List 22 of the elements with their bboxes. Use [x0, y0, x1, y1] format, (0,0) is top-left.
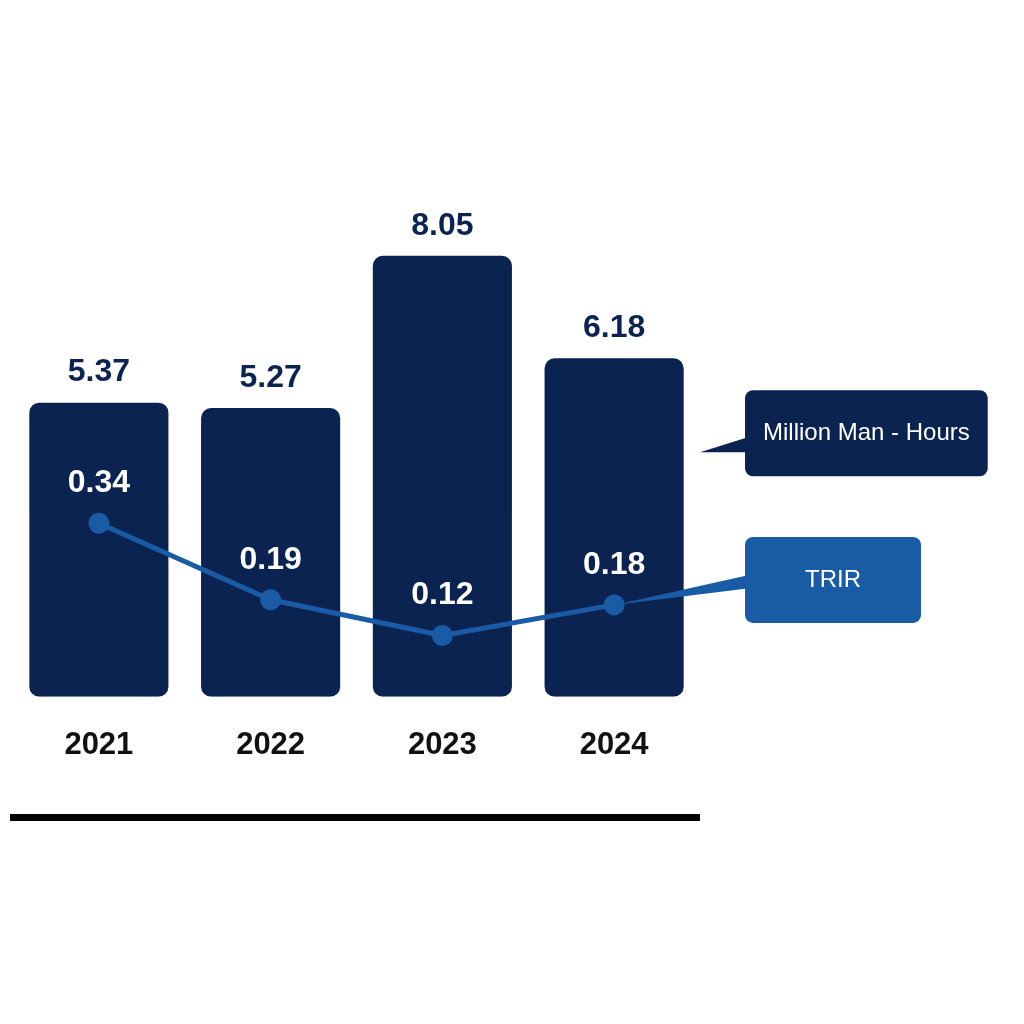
data-label: 0.19	[239, 539, 302, 576]
data-label: 8.05	[411, 205, 474, 242]
point	[431, 625, 453, 647]
text: TRIR	[805, 564, 861, 592]
legend-label: Million Man - Hours	[763, 417, 970, 445]
data-label: 0.34	[67, 463, 131, 500]
x-tick-label: 2023	[407, 725, 477, 761]
data-label: 6.18	[582, 308, 646, 345]
data-label: 0.12	[411, 575, 474, 612]
data-label: 5.37	[67, 352, 131, 389]
point	[603, 594, 625, 616]
x-tick-label: 2021	[64, 725, 134, 761]
x-tick-label: 2022	[236, 725, 306, 761]
bar	[29, 402, 169, 697]
point	[88, 512, 110, 534]
data-label: 5.27	[239, 357, 302, 394]
bar	[372, 255, 512, 697]
x-tick-label: 2024	[579, 725, 650, 761]
data-label: 0.18	[582, 544, 646, 581]
bar	[544, 358, 684, 697]
point	[260, 589, 282, 611]
bar	[201, 408, 341, 697]
